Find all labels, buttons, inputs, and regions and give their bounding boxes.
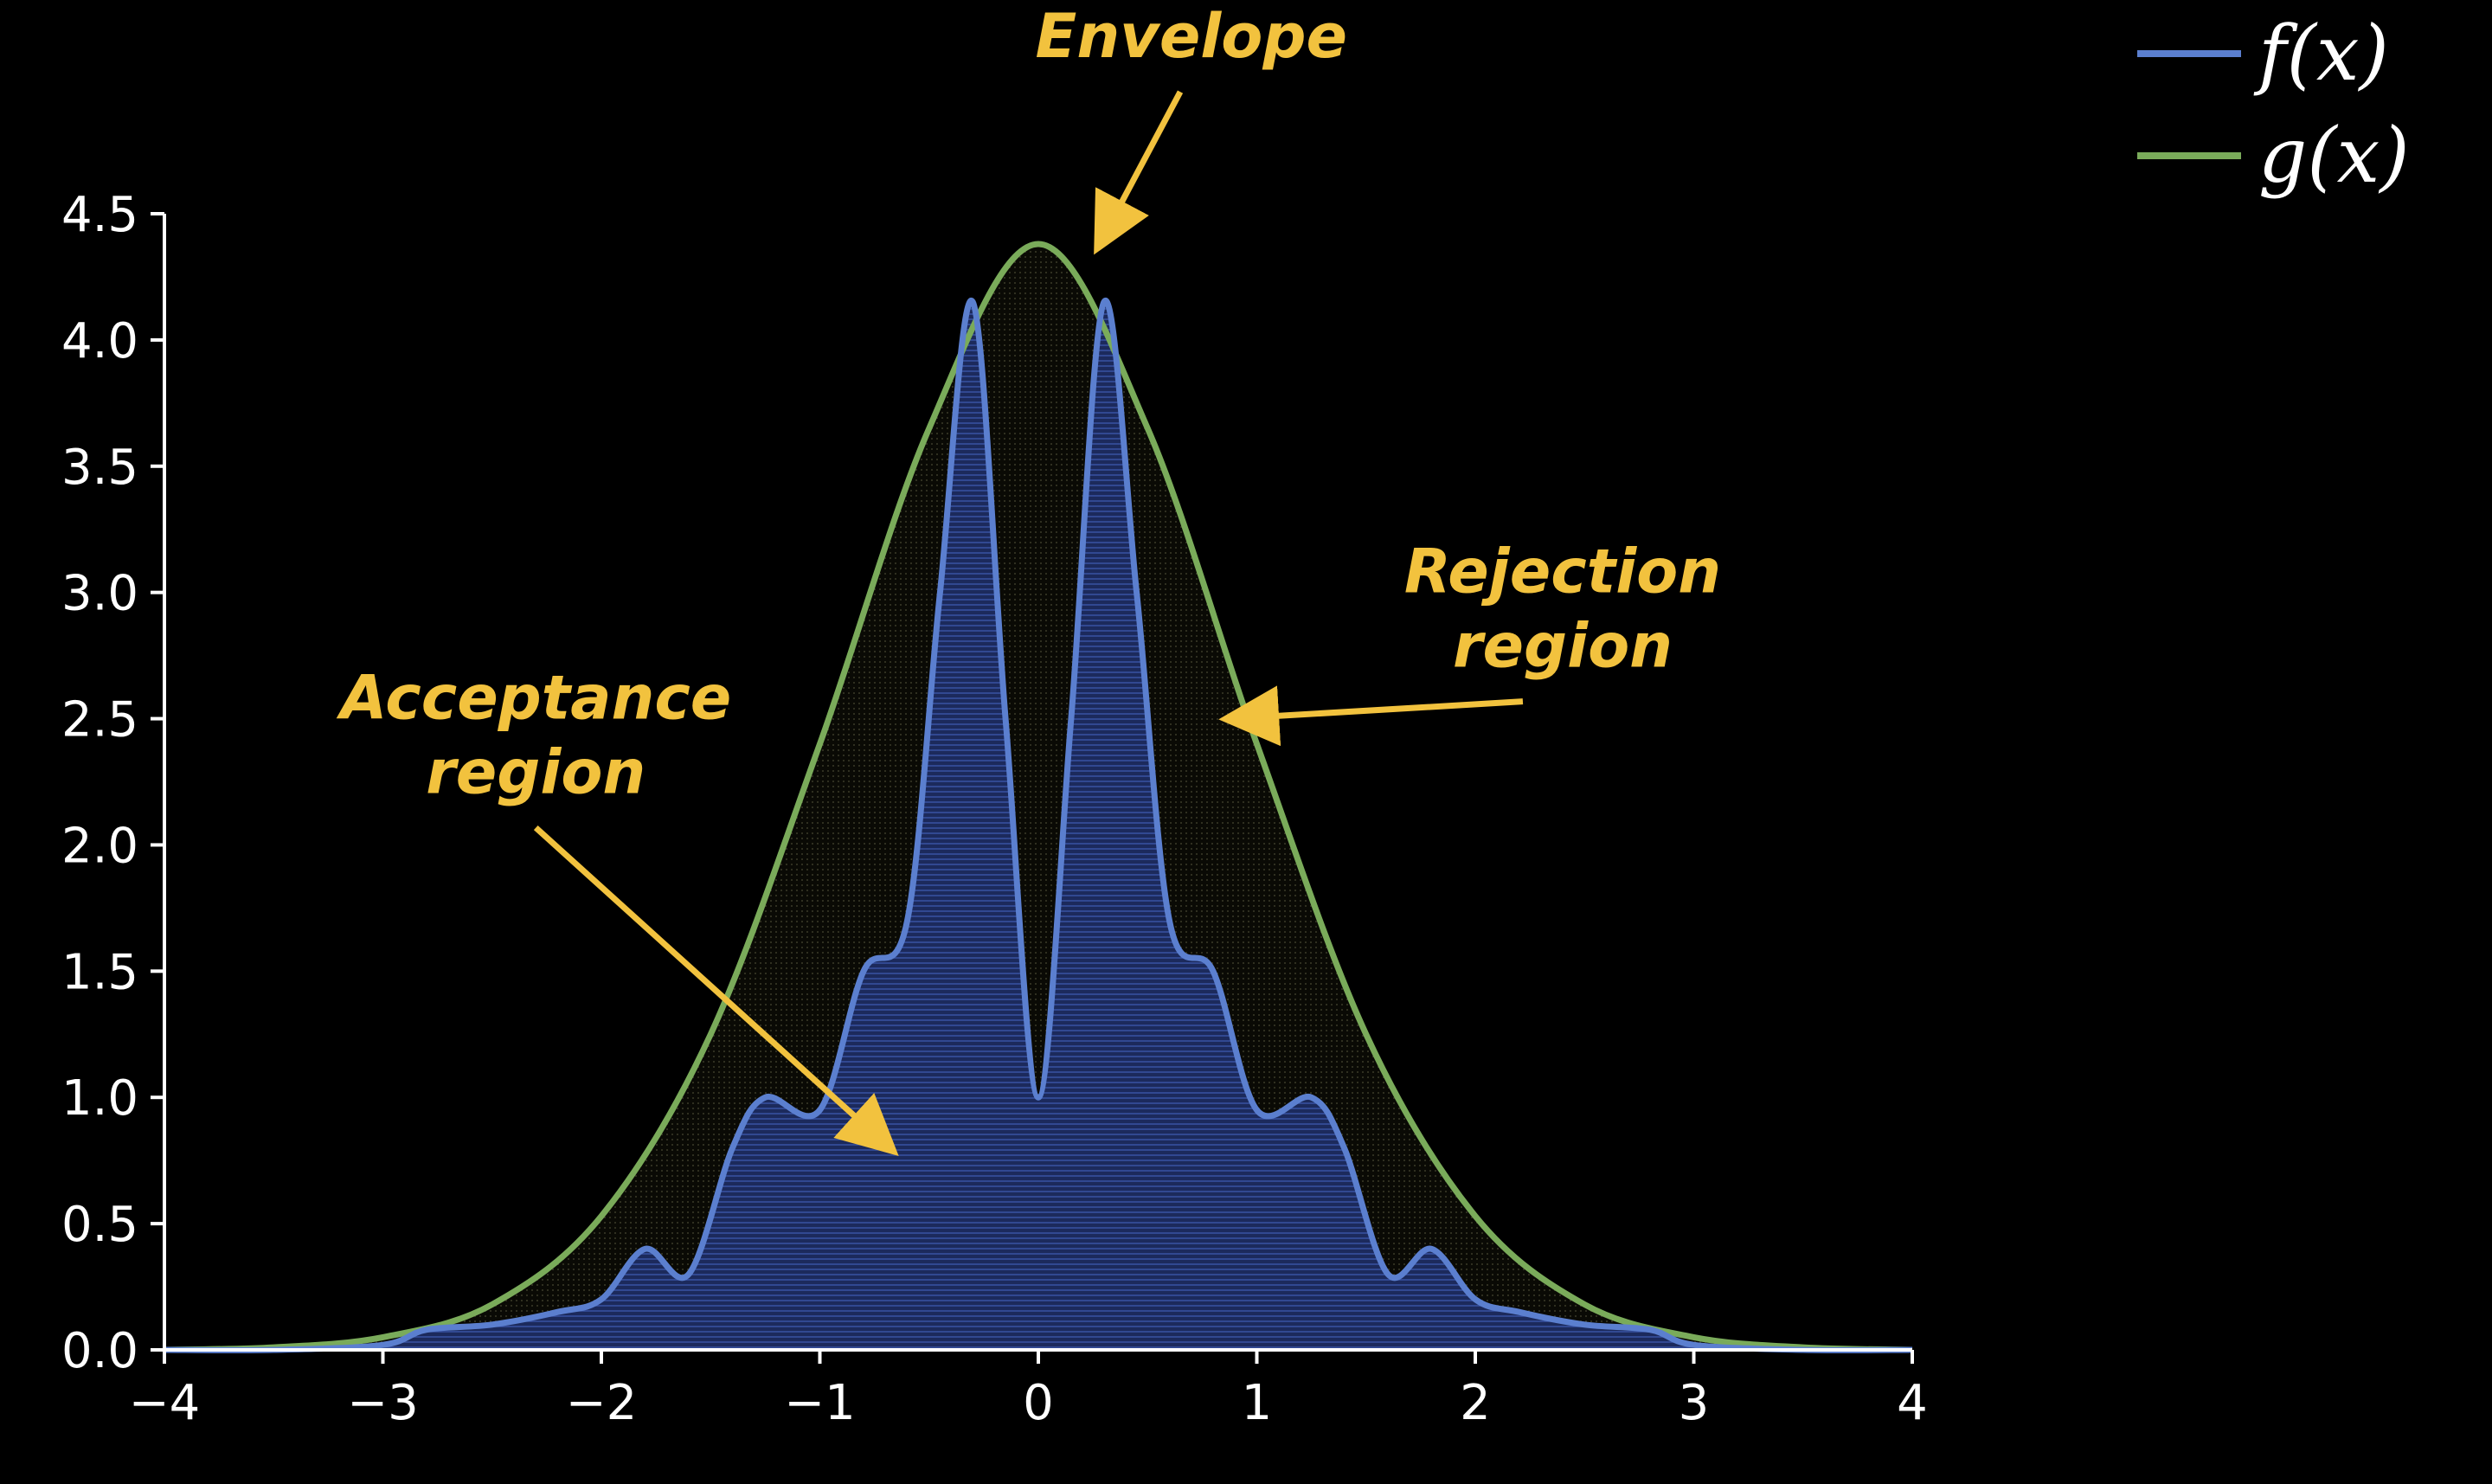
rejection-region-fill — [164, 244, 1912, 1350]
fill-layer — [164, 244, 1912, 1351]
x-tick-label: −4 — [129, 1375, 201, 1431]
y-tick-label: 3.0 — [61, 566, 138, 622]
legend: f(x) g(x) — [2137, 9, 2410, 200]
y-tick-label: 4.5 — [61, 187, 138, 243]
annotation-text: Envelope — [1036, 1, 1347, 72]
y-tick-label: 4.0 — [61, 313, 138, 369]
y-tick-label: 3.5 — [61, 440, 138, 496]
series-line-f — [164, 297, 1913, 1353]
y-tick-label: 0.5 — [61, 1197, 138, 1253]
y-tick-label: 1.5 — [61, 944, 138, 1000]
x-tick-label: 4 — [1897, 1375, 1928, 1431]
x-tick-label: 2 — [1460, 1375, 1491, 1431]
acceptance-region-fill — [164, 300, 1912, 1351]
legend-label: g(x) — [2258, 111, 2410, 200]
series-line-g — [164, 241, 1913, 1353]
x-tick-label: −1 — [784, 1375, 856, 1431]
x-tick-label: 1 — [1242, 1375, 1273, 1431]
x-tick-label: 3 — [1679, 1375, 1710, 1431]
x-tick-label: −3 — [347, 1375, 419, 1431]
annotation-arrow — [533, 825, 899, 1156]
annotation-text: Acceptance region — [336, 663, 731, 808]
y-tick-label: 0.0 — [61, 1323, 138, 1379]
y-tick-label: 2.5 — [61, 692, 138, 748]
axes-layer: −4 −3 −2 −1 0 1 2 3 4 0.0 0.5 1.0 1.5 2.0 2.5 3.0 3.5 4.0… — [61, 187, 1928, 1431]
lines-layer — [164, 241, 1913, 1353]
y-tick-label: 1.0 — [61, 1070, 138, 1127]
annotation-arrow — [1218, 685, 1524, 747]
x-tick-label: −2 — [566, 1375, 638, 1431]
x-tick-label: 0 — [1023, 1375, 1054, 1431]
annotations-layer: Envelope Rejection region Acceptance region — [336, 1, 1721, 1156]
annotation-text: Rejection region — [1404, 536, 1721, 682]
y-tick-label: 2.0 — [61, 818, 138, 874]
annotation-arrow — [1094, 90, 1184, 255]
legend-label: f(x) — [2253, 9, 2389, 98]
